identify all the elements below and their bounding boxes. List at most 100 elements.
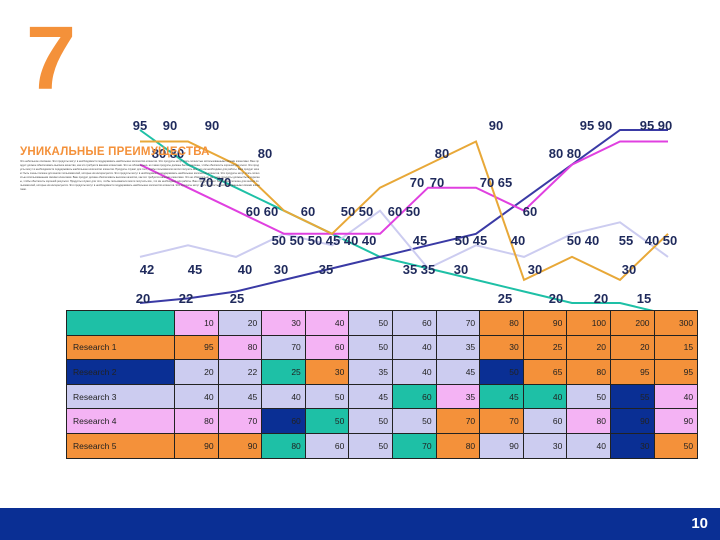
table-row: Research 2 20 22 25 30 35 40 45 50 65 80 95 95 (66, 359, 699, 385)
table-cell: 45 (479, 383, 524, 410)
data-label: 45 (188, 262, 202, 277)
table-cell: 50 (348, 432, 393, 459)
table-cell: 22 (217, 359, 263, 385)
table-cell: 70 (435, 408, 481, 434)
table-cell: 50 (348, 334, 393, 361)
table-cell: 25 (522, 334, 568, 361)
table-cell: 45 (435, 359, 481, 385)
table-cell: 95 (609, 359, 655, 385)
table-cell: 35 (348, 359, 393, 385)
table-cell: 70 (391, 432, 437, 459)
table-cell: 40 (391, 359, 437, 385)
table-row: Research 1 95 80 70 60 50 40 35 30 25 20 20 15 (66, 334, 699, 361)
table-cell: 50 (348, 408, 393, 434)
data-label: 90 (205, 118, 219, 133)
data-label: 70 (410, 175, 424, 190)
data-label: 55 (619, 233, 633, 248)
table-cell: 20 (566, 334, 611, 361)
table-cell: 80 (566, 408, 611, 434)
table-cell: 30 (479, 334, 524, 361)
footer-bar: 10 (0, 508, 720, 540)
table-cell: 60 (304, 334, 350, 361)
data-label: 40 (238, 262, 252, 277)
table-row-label: Research 3 (66, 383, 175, 410)
slide-number-large: 7 (26, 9, 77, 109)
table-cell: 40 (522, 383, 568, 410)
series-line-4 (139, 140, 668, 235)
table-cell: 90 (609, 408, 655, 434)
table-cell: 80 (174, 408, 219, 434)
table-row-label: Research 4 (66, 408, 175, 434)
data-label: 70 (430, 175, 444, 190)
data-label: 22 (179, 291, 193, 306)
data-label: 30 (622, 262, 636, 277)
data-label: 95 90 (580, 118, 613, 133)
slide-headline: УНИКАЛЬНЫЕ ПРЕИМУЩЕСТВА (20, 146, 210, 158)
table-row: Research 5 90 90 80 60 50 70 80 90 30 40 30 50 (66, 432, 699, 459)
data-label: 70 65 (480, 175, 513, 190)
series-line-5 (140, 140, 669, 282)
table-cell: 90 (479, 432, 524, 459)
table-cell: 90 (653, 408, 699, 434)
body-text: Это небольшое описание. Эти продукты мог… (20, 160, 260, 191)
table-header-row: 10 20 30 40 50 60 70 80 90 100 200 300 (66, 310, 699, 336)
data-label: 20 (549, 291, 563, 306)
data-label: 95 90 (640, 118, 673, 133)
data-label: 70 70 (199, 175, 232, 190)
table-cell: 60 (261, 408, 306, 434)
data-label: 80 80 (152, 146, 185, 161)
table-cell: 30 (304, 359, 350, 385)
data-label: 60 (523, 204, 537, 219)
table-cell: 45 (348, 383, 393, 410)
table-cell: 80 (261, 432, 306, 459)
table-header-cell: 60 (391, 310, 437, 336)
data-label: 20 (594, 291, 608, 306)
table-cell: 40 (391, 334, 437, 361)
table-cell: 40 (653, 383, 699, 410)
data-label: 15 (637, 291, 651, 306)
data-label: 95 (133, 118, 147, 133)
table-cell: 65 (522, 359, 568, 385)
table-header-cell: 10 (174, 310, 219, 336)
table-cell: 40 (174, 383, 219, 410)
table-cell: 95 (653, 359, 699, 385)
table-header-cell: 70 (435, 310, 481, 336)
table-cell: 70 (261, 334, 306, 361)
table-cell: 70 (217, 408, 263, 434)
page-number: 10 (691, 515, 708, 532)
data-label: 90 (489, 118, 503, 133)
table-cell: 30 (609, 432, 655, 459)
table-cell: 95 (174, 334, 219, 361)
table-header-cell: 300 (653, 310, 699, 336)
data-label: 50 50 50 45 40 40 (272, 233, 377, 248)
data-label: 20 (136, 291, 150, 306)
table-cell: 35 (435, 383, 481, 410)
table-corner-cell (66, 310, 175, 336)
table-cell: 90 (217, 432, 263, 459)
data-label: 35 (319, 262, 333, 277)
table-cell: 50 (479, 359, 524, 385)
data-label: 25 (230, 291, 244, 306)
table-cell: 35 (435, 334, 481, 361)
table-cell: 50 (566, 383, 611, 410)
data-label: 42 (140, 262, 154, 277)
table-cell: 60 (522, 408, 568, 434)
table-cell: 70 (479, 408, 524, 434)
data-table: 10 20 30 40 50 60 70 80 90 100 200 300 Research 1 95 8… (66, 310, 699, 459)
table-header-cell: 80 (479, 310, 524, 336)
table-header-cell: 90 (522, 310, 568, 336)
data-label: 35 35 (403, 262, 436, 277)
table-cell: 80 (217, 334, 263, 361)
table-cell: 40 (261, 383, 306, 410)
table-cell: 80 (566, 359, 611, 385)
table-header-cell: 100 (566, 310, 611, 336)
table-row-label: Research 5 (66, 432, 175, 459)
table-header-cell: 20 (217, 310, 263, 336)
table-cell: 15 (653, 334, 699, 361)
data-label: 30 (528, 262, 542, 277)
data-label: 45 (413, 233, 427, 248)
table-cell: 80 (435, 432, 481, 459)
data-label: 40 50 (645, 233, 678, 248)
table-row-label: Research 2 (66, 359, 175, 385)
table-row: Research 4 80 70 60 50 50 50 70 70 60 80 90 90 (66, 408, 699, 434)
